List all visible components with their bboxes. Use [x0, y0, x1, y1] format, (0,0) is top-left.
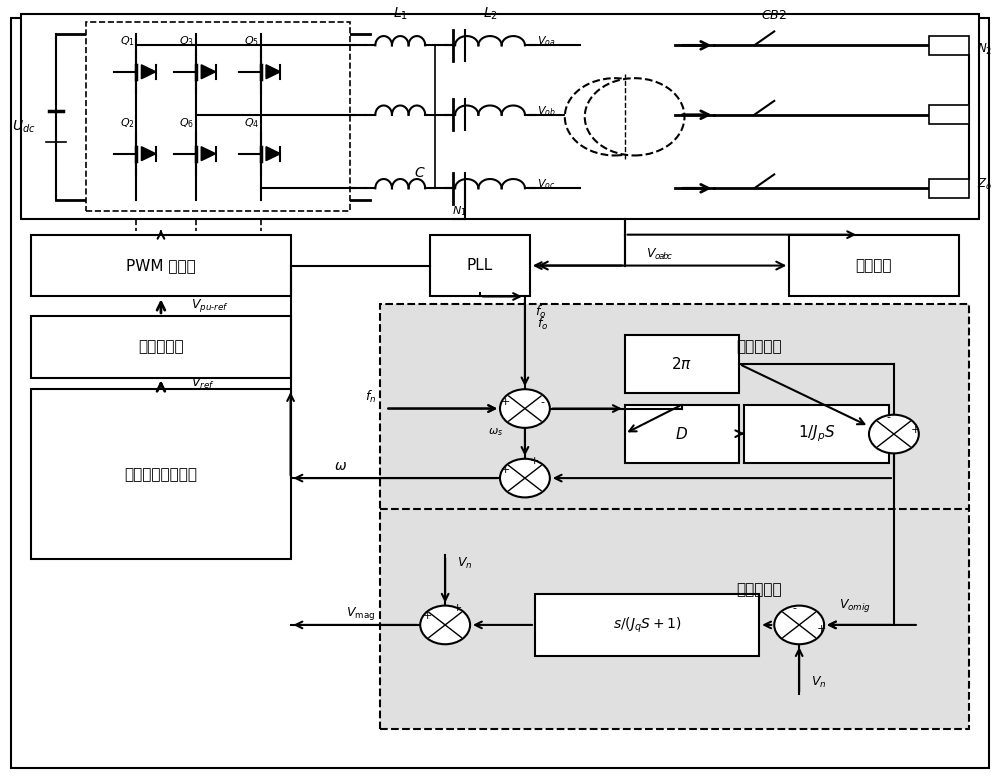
Text: $V_{omig}$: $V_{omig}$: [839, 597, 871, 614]
Text: $Q_2$: $Q_2$: [120, 117, 134, 130]
Text: $V_{\rm mag}$: $V_{\rm mag}$: [346, 605, 375, 622]
Text: $Q_3$: $Q_3$: [179, 34, 194, 48]
FancyBboxPatch shape: [789, 235, 959, 297]
Text: $V_n$: $V_n$: [811, 675, 827, 691]
FancyBboxPatch shape: [21, 15, 979, 219]
Text: $N_2$: $N_2$: [977, 42, 992, 57]
Text: +: +: [500, 397, 510, 407]
Text: $V_{oa}$: $V_{oa}$: [537, 34, 556, 48]
Text: -: -: [887, 412, 891, 422]
Text: +: +: [500, 465, 510, 476]
Text: $Q_5$: $Q_5$: [244, 34, 259, 48]
Circle shape: [500, 389, 550, 428]
Text: $U_{dc}$: $U_{dc}$: [12, 118, 35, 134]
Text: 电压跟踪环: 电压跟踪环: [138, 340, 184, 354]
Circle shape: [869, 415, 919, 453]
FancyBboxPatch shape: [625, 405, 739, 462]
Text: $V_{o\!a\!b\!c}$: $V_{o\!a\!b\!c}$: [646, 246, 673, 262]
Text: +: +: [530, 456, 540, 466]
Polygon shape: [201, 147, 216, 161]
Circle shape: [774, 605, 824, 644]
Text: $f_o$: $f_o$: [537, 315, 548, 332]
Text: +: +: [452, 603, 462, 613]
Text: $V_{ref}$: $V_{ref}$: [191, 375, 215, 391]
Text: $D$: $D$: [675, 426, 689, 441]
Circle shape: [565, 78, 665, 155]
Text: -: -: [541, 397, 545, 407]
Text: $s/(J_qS+1)$: $s/(J_qS+1)$: [613, 615, 682, 635]
Polygon shape: [141, 147, 156, 161]
FancyBboxPatch shape: [535, 594, 759, 656]
FancyBboxPatch shape: [929, 106, 969, 124]
Text: $Z_o$: $Z_o$: [977, 177, 992, 192]
Polygon shape: [201, 64, 216, 78]
FancyBboxPatch shape: [31, 389, 291, 559]
FancyBboxPatch shape: [625, 335, 739, 393]
Text: +: +: [911, 425, 921, 435]
FancyBboxPatch shape: [430, 235, 530, 297]
Text: $N_1$: $N_1$: [452, 204, 466, 218]
Text: $\omega$: $\omega$: [334, 459, 347, 473]
Circle shape: [500, 458, 550, 497]
Text: $1/J_pS$: $1/J_pS$: [798, 423, 836, 444]
Polygon shape: [141, 64, 156, 78]
Text: $2\pi$: $2\pi$: [671, 356, 693, 372]
FancyBboxPatch shape: [929, 179, 969, 197]
Circle shape: [585, 78, 684, 155]
Text: $Q_4$: $Q_4$: [244, 117, 259, 130]
Text: PWM 调制器: PWM 调制器: [126, 258, 196, 273]
Text: $CB2$: $CB2$: [761, 9, 787, 23]
Text: $V_{pu\text{-}ref}$: $V_{pu\text{-}ref}$: [191, 298, 229, 314]
Text: +: +: [423, 611, 432, 621]
FancyBboxPatch shape: [86, 23, 350, 211]
Polygon shape: [266, 147, 280, 161]
Text: $\omega_s$: $\omega_s$: [488, 426, 503, 437]
Text: $V_{ob}$: $V_{ob}$: [537, 104, 556, 118]
Text: 控制电压信号合成: 控制电压信号合成: [124, 467, 197, 482]
Circle shape: [420, 605, 470, 644]
Text: $V_{oc}$: $V_{oc}$: [537, 177, 555, 191]
Text: $V_n$: $V_n$: [457, 556, 473, 570]
Text: $C$: $C$: [414, 166, 426, 179]
Text: $f_o$: $f_o$: [535, 304, 546, 320]
FancyBboxPatch shape: [929, 36, 969, 54]
FancyBboxPatch shape: [31, 235, 291, 297]
FancyBboxPatch shape: [380, 305, 969, 730]
Text: 励磁控制器: 励磁控制器: [736, 583, 782, 598]
Text: PLL: PLL: [467, 258, 493, 273]
FancyBboxPatch shape: [31, 315, 291, 378]
Text: $L_1$: $L_1$: [393, 5, 408, 23]
Polygon shape: [266, 64, 280, 78]
Text: $Q_6$: $Q_6$: [179, 117, 194, 130]
FancyBboxPatch shape: [744, 405, 889, 462]
Text: $f_n$: $f_n$: [365, 389, 376, 405]
Text: -: -: [792, 603, 796, 613]
Text: 幅值检测: 幅值检测: [856, 258, 892, 273]
Text: $Q_1$: $Q_1$: [120, 34, 135, 48]
Text: +: +: [816, 624, 826, 634]
Text: $L_2$: $L_2$: [483, 5, 498, 23]
Text: 转速控制器: 转速控制器: [736, 340, 782, 354]
